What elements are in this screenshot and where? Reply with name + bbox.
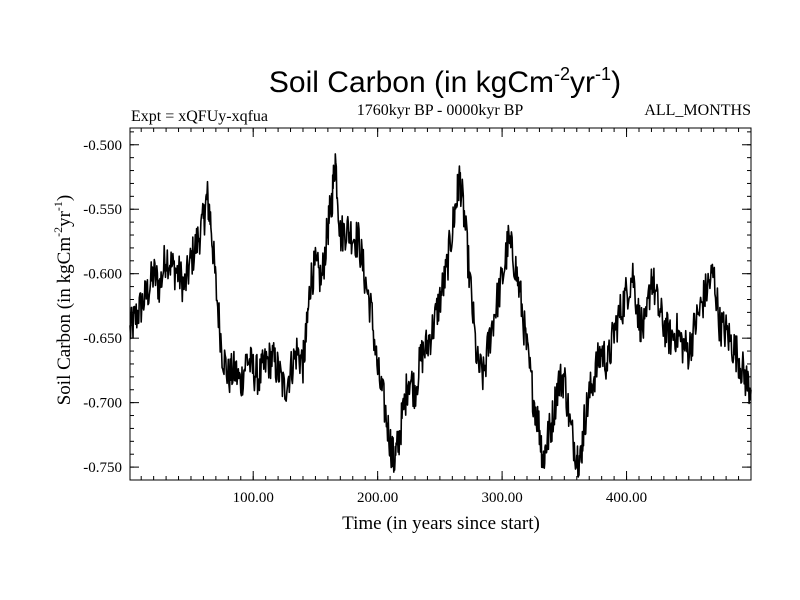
y-axis-label-sup2: -1	[51, 201, 65, 211]
x-major-ticks	[252, 128, 628, 480]
chart-title-sup1: -2	[554, 64, 570, 84]
y-tick-label: -0.600	[83, 267, 122, 283]
y-tick-label: -0.750	[83, 460, 122, 476]
x-tick-label: 300.00	[481, 490, 522, 506]
soil-carbon-series-line	[129, 153, 752, 478]
y-tick-labels: -0.500 -0.550 -0.600 -0.650 -0.700 -0.750	[83, 138, 122, 476]
plot-frame	[129, 127, 752, 481]
chart-title-mid: yr	[570, 66, 595, 99]
y-axis-label-main: Soil Carbon (in kgCm	[54, 237, 75, 406]
y-tick-label: -0.550	[83, 202, 122, 218]
months-label: ALL_MONTHS	[644, 102, 751, 119]
x-tick-label: 200.00	[357, 490, 398, 506]
chart-title-sup2: -1	[595, 64, 611, 84]
chart-title: Soil Carbon (in kgCm-2yr-1)	[269, 64, 621, 99]
y-major-ticks	[130, 144, 751, 468]
experiment-label: Expt = xQFUy-xqfua	[131, 108, 268, 125]
y-axis-label-sup1: -2	[51, 227, 65, 237]
series-group	[129, 153, 752, 478]
period-subtitle: 1760kyr BP - 0000kyr BP	[357, 102, 524, 119]
x-tick-label: 400.00	[606, 490, 647, 506]
y-axis-label: Soil Carbon (in kgCm-2yr-1)	[51, 195, 75, 406]
y-tick-label: -0.650	[83, 331, 122, 347]
x-axis-label: Time (in years since start)	[342, 513, 540, 534]
x-tick-label: 100.00	[233, 490, 274, 506]
chart-title-end: )	[611, 66, 621, 99]
x-minor-ticks	[140, 128, 752, 480]
y-axis-label-mid: yr	[54, 210, 75, 227]
y-axis-label-end: )	[54, 195, 75, 201]
x-tick-labels: 100.00 200.00 300.00 400.00	[233, 490, 648, 506]
y-tick-label: -0.700	[83, 396, 122, 412]
y-tick-label: -0.500	[83, 138, 122, 154]
chart-title-main: Soil Carbon (in kgCm	[269, 66, 554, 99]
